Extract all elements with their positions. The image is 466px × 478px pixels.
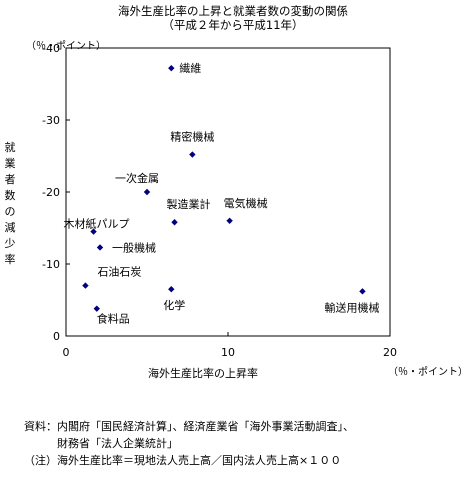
x-axis-ticks: 0 10 20 <box>63 332 397 359</box>
chart-title: 海外生産比率の上昇と就業者数の変動の関係 <box>118 4 348 18</box>
note-source-line-2: 財務省「法人企業統計」 <box>24 437 178 450</box>
data-point-marker <box>93 305 100 312</box>
data-point-label: 化学 <box>163 298 185 312</box>
y-tick-label: -20 <box>42 186 60 199</box>
data-point-label: 電気機械 <box>224 196 268 210</box>
note-source-line-1: 資料：内閣府「国民経済計算」、経済産業省「海外事業活動調査」、 <box>24 420 354 433</box>
y-axis-label: 就業者数の減少率 <box>4 141 16 266</box>
plot-area-frame <box>65 47 391 337</box>
data-point-label: 精密機械 <box>170 130 214 144</box>
data-point-marker <box>171 219 178 226</box>
y-tick-label: -40 <box>42 42 60 55</box>
y-tick-label: -30 <box>42 114 60 127</box>
data-point-marker <box>82 282 89 289</box>
data-point-label: 一次金属 <box>115 171 159 185</box>
data-point-label: 一般機械 <box>112 240 156 254</box>
y-axis-unit: （％・ポイント） <box>26 41 106 52</box>
chart-subtitle: （平成２年から平成11年） <box>162 18 304 32</box>
data-point-marker <box>226 217 233 224</box>
x-tick-label: 20 <box>383 346 397 359</box>
data-point-marker <box>359 288 366 295</box>
x-tick-label: 10 <box>221 346 235 359</box>
data-point-label: 石油石炭 <box>97 265 141 279</box>
x-axis-label: 海外生産比率の上昇率 <box>148 367 258 380</box>
source-notes: 資料：内閣府「国民経済計算」、経済産業省「海外事業活動調査」、 財務省「法人企業… <box>24 418 354 469</box>
note-definition: （注）海外生産比率＝現地法人売上高／国内法人売上高×１００ <box>24 454 342 467</box>
data-point-marker <box>143 188 151 196</box>
data-point-marker <box>90 228 97 235</box>
x-tick-label: 0 <box>63 346 70 359</box>
y-tick-label: -10 <box>42 258 60 271</box>
data-point-label: 食料品 <box>97 312 130 326</box>
x-axis-unit: （％・ポイント） <box>388 367 466 378</box>
y-tick-label: 0 <box>53 330 60 343</box>
data-point-marker <box>189 151 196 158</box>
data-point-marker <box>96 244 104 251</box>
data-point-label: 木材紙パルプ <box>64 217 130 231</box>
y-axis-ticks: 0 -10 -20 -30 -40 <box>42 42 70 343</box>
data-point-marker <box>168 286 175 293</box>
data-point-label: 製造業計 <box>167 197 211 211</box>
data-point-label: 輸送用機械 <box>324 300 379 314</box>
data-point-label: 繊維 <box>179 62 201 75</box>
data-point-marker <box>168 64 175 72</box>
